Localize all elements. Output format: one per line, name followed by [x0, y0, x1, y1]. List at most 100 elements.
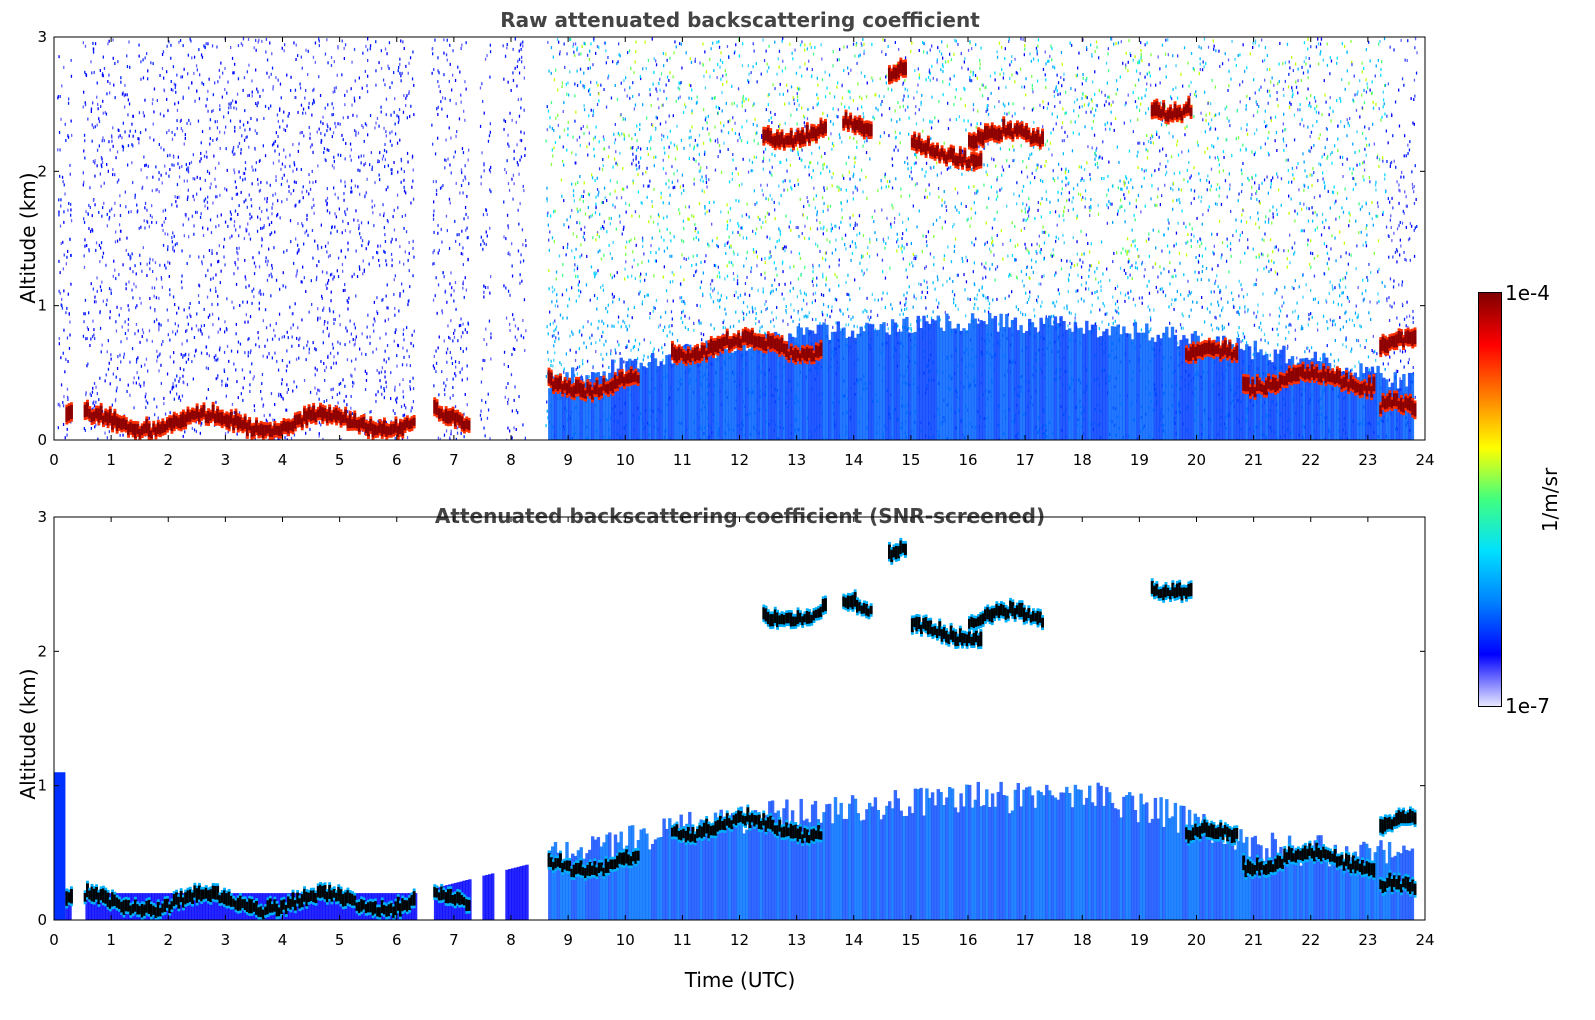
cloud-segment — [627, 372, 631, 384]
cloud-segment — [236, 416, 240, 430]
cloud-segment — [632, 851, 635, 862]
cloud-segment — [447, 411, 450, 424]
cloud-segment — [673, 826, 677, 837]
cloud-segment — [385, 425, 389, 437]
cloud-segment — [172, 893, 176, 907]
cloud-segment — [412, 891, 416, 906]
cloud-segment — [239, 417, 242, 429]
cloud-segment — [1203, 819, 1207, 833]
cloud-segment — [1223, 340, 1227, 355]
cloud-segment — [860, 605, 864, 614]
cloud-segment — [355, 902, 359, 911]
cloud-segment — [746, 807, 750, 822]
x-axis-label-bottom: Time (UTC) — [684, 968, 796, 992]
cloud-segment — [565, 383, 569, 395]
cloud-segment — [812, 353, 816, 362]
cloud-segment — [1260, 383, 1264, 392]
cloud-segment — [403, 420, 407, 431]
cloud-segment — [805, 124, 809, 139]
cloud-segment — [1411, 400, 1415, 415]
cloud-segment — [102, 888, 105, 903]
cloud-segment — [159, 424, 162, 435]
cloud-segment — [817, 608, 821, 618]
cloud-segment — [328, 407, 332, 421]
cloud-segment — [451, 409, 455, 421]
cloud-segment — [570, 386, 574, 397]
cloud-segment — [67, 892, 71, 903]
cloud-segment — [1361, 383, 1364, 395]
cloud-segment — [712, 825, 715, 836]
cloud-segment — [193, 411, 197, 420]
cloud-segment — [243, 416, 247, 429]
cloud-segment — [972, 134, 976, 149]
cloud-segment — [942, 151, 946, 161]
cloud-segment — [1201, 344, 1204, 358]
cloud-segment — [1189, 107, 1193, 117]
cloud-segment — [1175, 583, 1179, 598]
cloud-segment — [1406, 398, 1410, 410]
cloud-segment — [620, 371, 624, 384]
cloud-segment — [1221, 343, 1225, 357]
cloud-segment — [323, 885, 327, 900]
cloud-segment — [771, 136, 775, 146]
cloud-segment — [207, 890, 210, 901]
cloud-segment — [1038, 611, 1042, 623]
cloud-segment — [561, 863, 565, 873]
cloud-segment — [227, 891, 231, 906]
cloud-segment — [1249, 861, 1252, 875]
cloud-segment — [250, 899, 254, 914]
cloud-segment — [1335, 856, 1339, 868]
cloud-segment — [979, 153, 983, 166]
cloud-segment — [730, 820, 734, 830]
cloud-segment — [1032, 611, 1035, 622]
y-tick-label: 0 — [37, 431, 47, 449]
cloud-segment — [1356, 859, 1360, 871]
cloud-segment — [787, 827, 791, 837]
cloud-segment — [92, 888, 96, 902]
cloud-segment — [586, 382, 590, 394]
cloud-segment — [974, 630, 978, 643]
cloud-segment — [1173, 587, 1177, 599]
y-tick-label: 3 — [37, 508, 47, 526]
cloud-segment — [1406, 877, 1410, 892]
cloud-segment — [271, 428, 274, 437]
cloud-segment — [353, 895, 357, 906]
cloud-segment — [1157, 589, 1161, 599]
cloud-segment — [456, 412, 460, 423]
cloud-segment — [227, 415, 231, 429]
cloud-segment — [437, 892, 441, 901]
cloud-segment — [1182, 587, 1186, 596]
cloud-segment — [412, 417, 416, 426]
cloud-segment — [577, 379, 581, 394]
boundary-layer-fill — [65, 781, 1415, 920]
cloud-segment — [229, 895, 233, 907]
cloud-segment — [401, 422, 405, 436]
plot-area — [54, 537, 1417, 920]
cloud-segment — [216, 408, 220, 423]
cloud-segment — [954, 631, 958, 647]
cloud-segment — [1379, 339, 1383, 355]
cloud-segment — [1379, 404, 1383, 414]
x-tick-label: 16 — [958, 931, 977, 949]
cloud-segment — [273, 423, 277, 435]
cloud-segment — [1223, 824, 1227, 835]
cloud-segment — [1351, 855, 1355, 870]
cloud-segment — [1175, 108, 1179, 120]
cloud-segment — [762, 336, 766, 351]
cloud-segment — [627, 854, 631, 866]
cloud-segment — [293, 415, 297, 429]
cloud-segment — [298, 898, 302, 909]
cloud-segment — [1244, 865, 1248, 878]
cloud-segment — [1372, 376, 1376, 392]
cloud-segment — [949, 625, 953, 640]
cloud-segment — [106, 412, 110, 426]
cloud-segment — [1214, 345, 1218, 354]
cloud-segment — [1406, 330, 1410, 344]
cloud-segment — [634, 850, 638, 864]
cloud-segment — [993, 608, 996, 619]
cloud-segment — [728, 338, 731, 351]
cloud-segment — [803, 348, 807, 361]
cloud-segment — [586, 864, 590, 876]
cloud-segment — [348, 413, 352, 429]
cloud-segment — [801, 834, 805, 844]
